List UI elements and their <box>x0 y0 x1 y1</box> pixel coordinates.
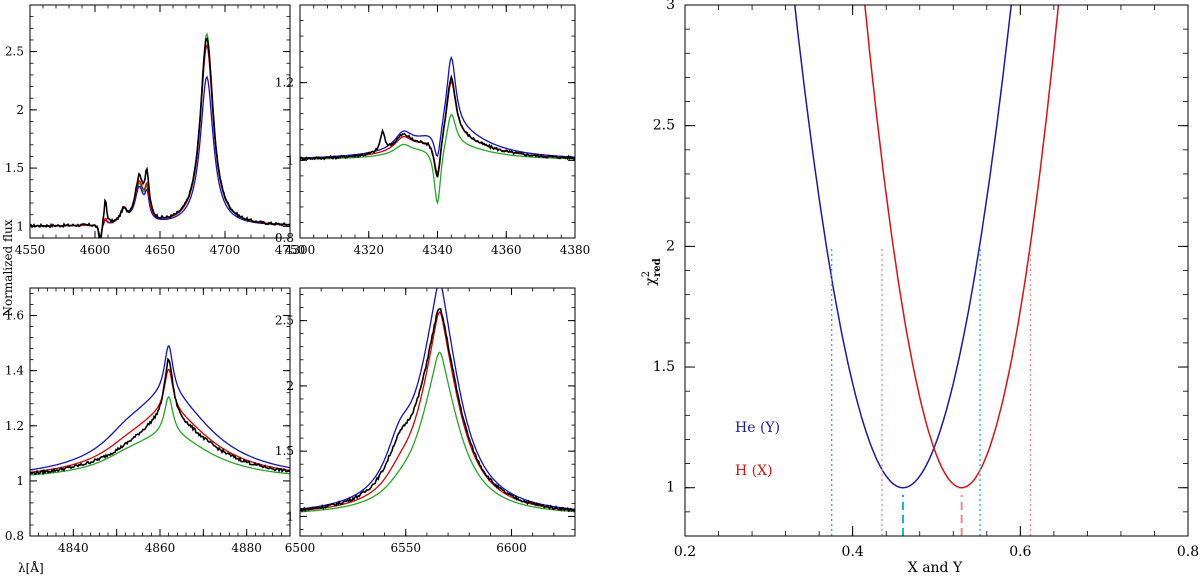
y-tick-label: 1.5 <box>275 444 294 458</box>
series-model-green <box>30 32 290 238</box>
x-tick-label: 4600 <box>80 243 111 257</box>
svg-text:χ2red: χ2red <box>641 258 663 285</box>
x-tick-label: 4750 <box>275 243 306 257</box>
series-model-blue <box>30 75 290 238</box>
y-tick-label: 1 <box>16 219 24 233</box>
y-tick-label: 0.8 <box>275 231 294 245</box>
panel-frame <box>299 287 576 537</box>
series-model-green <box>300 113 575 206</box>
x-tick-label: 4340 <box>422 243 453 257</box>
plot-area <box>30 32 290 238</box>
series-model-red <box>30 43 290 238</box>
x-tick-label: 0.2 <box>674 544 696 560</box>
y-tick-label: 1.2 <box>275 76 294 90</box>
x-tick-label: 4650 <box>145 243 176 257</box>
x-tick-label: 4700 <box>210 243 241 257</box>
chi2-xlabel: X and Y <box>908 560 963 576</box>
he-curve <box>794 5 1012 489</box>
series-model-green <box>30 396 290 476</box>
plot-area <box>300 55 575 206</box>
chi2-legend-he: He (Y) <box>735 420 780 436</box>
panel-hgamma: 4300 4320 4340 4360 4380 0.8 1 1.2 <box>275 4 591 257</box>
series-model-green <box>300 351 575 513</box>
left-xlabel: λ[Å] <box>18 560 44 575</box>
x-tick-label: 6500 <box>285 541 316 555</box>
h-curve <box>864 5 1060 489</box>
x-tick-label: 4300 <box>285 243 316 257</box>
x-tick-label: 4320 <box>353 243 384 257</box>
x-tick-label: 4380 <box>560 243 591 257</box>
x-tick-label: 4860 <box>145 541 176 555</box>
y-tick-label: 2.5 <box>5 45 24 59</box>
panel-frame <box>29 4 291 239</box>
y-tick-label: 2.5 <box>653 118 675 134</box>
panel-chi2: 0.2 0.4 0.6 0.8 1 1.5 2 2.5 3 <box>653 0 1199 560</box>
panel-hbeta: 4840 4860 4880 0.8 1 1.2 1.4 1.6 <box>5 287 291 555</box>
y-tick-label: 2 <box>286 379 294 393</box>
y-tick-label: 1.2 <box>5 419 24 433</box>
x-tick-label: 4840 <box>58 541 89 555</box>
panel-halpha: 6500 6550 6600 1 1.5 2 2.5 <box>275 287 576 555</box>
panel-frame <box>299 4 576 239</box>
chi2-ylabel-main: χ <box>643 277 659 286</box>
plot-area <box>300 288 575 513</box>
x-tick-label: 6600 <box>496 541 527 555</box>
plot-area <box>30 344 290 476</box>
series-model-red <box>300 311 575 512</box>
y-tick-label: 2.5 <box>275 314 294 328</box>
x-tick-label: 4880 <box>231 541 262 555</box>
x-tick-label: 4360 <box>491 243 522 257</box>
plot-area <box>794 5 1060 536</box>
y-tick-label: 1 <box>666 480 675 496</box>
series-observed <box>300 74 575 178</box>
y-tick-label: 2 <box>666 238 675 254</box>
series-observed <box>300 308 575 513</box>
x-tick-label: 0.6 <box>1009 544 1031 560</box>
y-tick-label: 1.5 <box>5 161 24 175</box>
chi2-ylabel-sup: 2 <box>641 271 652 277</box>
y-tick-label: 1.5 <box>653 359 675 375</box>
series-model-red <box>30 368 290 473</box>
y-tick-label: 0.8 <box>5 529 24 543</box>
x-tick-label: 4550 <box>15 243 46 257</box>
y-tick-label: 1 <box>16 474 24 488</box>
left-ylabel: Normalized flux <box>1 219 15 316</box>
y-tick-label: 3 <box>666 0 675 13</box>
panel-frame <box>684 4 1189 537</box>
chi2-legend-h: H (X) <box>735 463 773 479</box>
x-tick-label: 0.8 <box>1177 544 1199 560</box>
panel-frame <box>29 287 291 537</box>
y-tick-label: 1 <box>286 153 294 167</box>
x-tick-label: 0.4 <box>842 544 864 560</box>
y-tick-label: 1.6 <box>5 309 24 323</box>
x-tick-label: 6550 <box>390 541 421 555</box>
series-model-blue <box>30 344 290 471</box>
series-observed <box>30 37 290 238</box>
series-model-blue <box>300 55 575 159</box>
series-model-red <box>300 80 575 175</box>
y-tick-label: 1 <box>286 509 294 523</box>
panel-heii-4686: 4550 4600 4650 4700 4750 1 1.5 2 2.5 <box>5 4 306 257</box>
chi2-ylabel-sub: red <box>652 258 663 277</box>
y-tick-label: 2 <box>16 103 24 117</box>
series-observed <box>30 357 290 476</box>
chi2-ylabel: χ2red <box>641 258 663 285</box>
y-tick-label: 1.4 <box>5 364 24 378</box>
